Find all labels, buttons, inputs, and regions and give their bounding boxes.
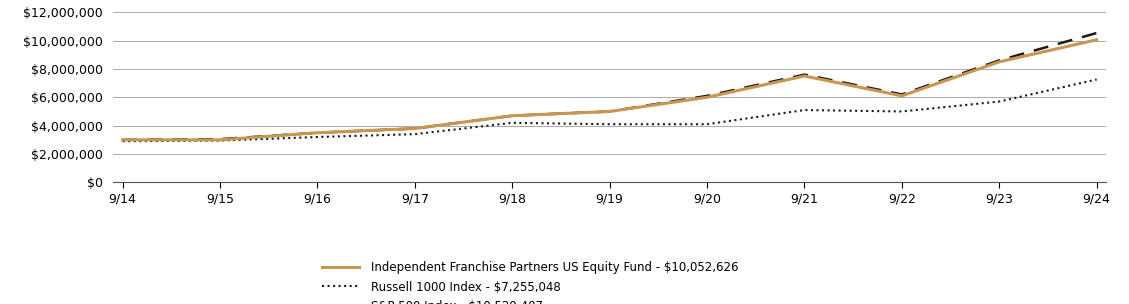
Legend: Independent Franchise Partners US Equity Fund - $10,052,626, Russell 1000 Index : Independent Franchise Partners US Equity… <box>317 256 743 304</box>
